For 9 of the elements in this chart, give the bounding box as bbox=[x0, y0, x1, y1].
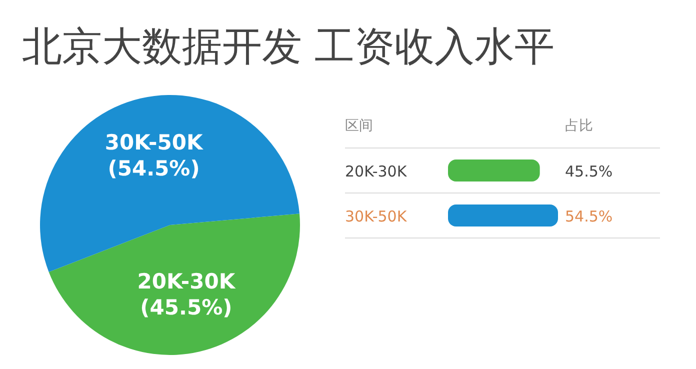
text: 占比 bbox=[565, 118, 593, 134]
slice-label: 30K-50K bbox=[104, 130, 204, 154]
data-label: (54.5%) bbox=[108, 156, 200, 180]
slice-label: 20K-30K bbox=[137, 270, 236, 294]
chart-title: 北京大数据开发 工资收入水平 bbox=[22, 24, 555, 70]
data-label: 45.5% bbox=[565, 162, 613, 180]
text: 区间 bbox=[345, 118, 373, 134]
data-label: 54.5% bbox=[565, 208, 613, 226]
data-label: (45.5%) bbox=[140, 296, 232, 320]
